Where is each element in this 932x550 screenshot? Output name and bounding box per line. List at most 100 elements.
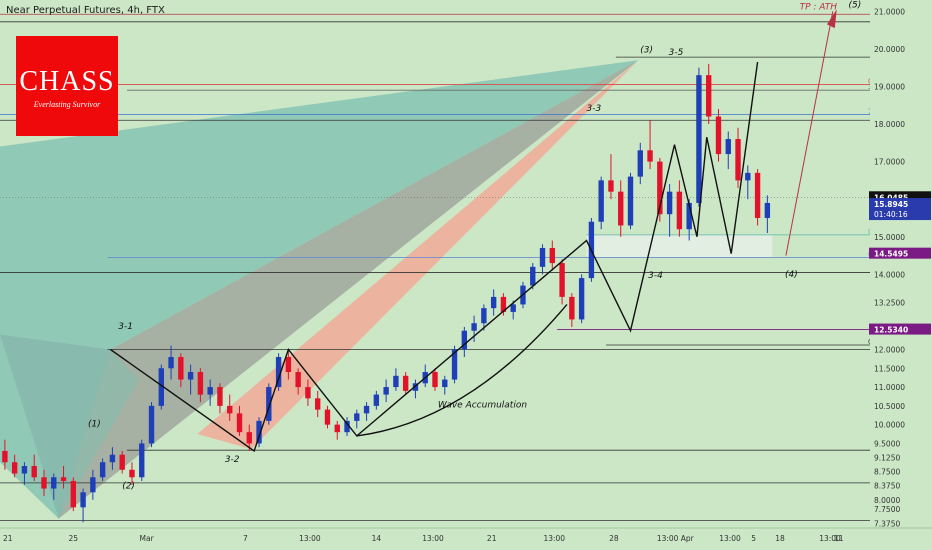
candle-body xyxy=(393,375,399,388)
candle-body xyxy=(598,180,604,222)
candle-body xyxy=(305,387,311,399)
harmonic-triangle-teal xyxy=(0,60,639,519)
candle-body xyxy=(60,477,67,482)
price-tick-label: 7.7500 xyxy=(874,505,900,514)
candle-body xyxy=(715,116,722,155)
candle-body xyxy=(21,465,28,474)
candle-body xyxy=(745,172,751,181)
wave-label: (1) xyxy=(88,420,101,430)
candle-body xyxy=(725,139,731,155)
price-tick-label: 8.7500 xyxy=(874,468,900,477)
candle-body xyxy=(197,372,204,395)
logo-brand-text: CHASS xyxy=(19,66,115,97)
candle-body xyxy=(432,372,438,388)
candle-body xyxy=(168,357,174,369)
candle-body xyxy=(373,394,380,406)
candle-body xyxy=(637,150,643,177)
price-tick-label: 10.5000 xyxy=(874,402,905,411)
candle-body xyxy=(461,330,468,350)
candle-body xyxy=(647,150,653,162)
candle-body xyxy=(11,462,18,474)
candle-body xyxy=(412,383,419,391)
candle-body xyxy=(80,492,86,508)
time-tick-label: Apr xyxy=(681,534,695,543)
wave-label: 3-3 xyxy=(587,104,602,114)
time-tick-label: 21 xyxy=(487,534,497,543)
candle-body xyxy=(696,75,702,203)
candle-body xyxy=(354,413,360,421)
price-tick-label: 17.0000 xyxy=(874,158,905,167)
candle-body xyxy=(158,368,164,406)
candle-body xyxy=(266,387,272,421)
candle-body xyxy=(569,296,575,320)
projection-arrow-line xyxy=(785,11,834,256)
price-tag-label: 16.0485 xyxy=(874,193,908,202)
time-tick-label-future: 13:00 xyxy=(719,534,741,543)
candle-body xyxy=(686,202,692,230)
candle-body xyxy=(119,454,125,470)
price-tag xyxy=(869,191,931,203)
candle-body xyxy=(70,481,77,508)
candle-body xyxy=(129,469,135,478)
price-tick-label: 13.2500 xyxy=(874,299,905,308)
candle-body xyxy=(275,357,282,388)
candle-body xyxy=(217,387,223,406)
chart-title: Near Perpetual Futures, 4h, FTX xyxy=(6,5,165,16)
candle-body xyxy=(148,405,155,444)
time-tick-label: 13:00 xyxy=(422,534,444,543)
time-tick-label: 14 xyxy=(372,534,382,543)
candle-body xyxy=(383,387,389,395)
candle-body xyxy=(295,372,301,388)
price-tick-label: 12.0000 xyxy=(874,345,905,354)
harmonic-triangle-lower xyxy=(58,349,139,519)
candle-body xyxy=(764,202,771,218)
price-tag-countdown: 01:40:16 xyxy=(874,210,908,219)
candle-body xyxy=(549,248,555,264)
candle-body xyxy=(608,180,614,192)
candle-body xyxy=(618,191,624,226)
price-tick-label: 11.0000 xyxy=(874,383,905,392)
candle-body xyxy=(285,357,292,373)
candle-body xyxy=(139,443,145,478)
wave-label: Wave Accumulation xyxy=(438,401,527,411)
time-tick-label: 28 xyxy=(609,534,619,543)
price-tick-label: 20.0000 xyxy=(874,45,905,54)
time-tick-label: 5 xyxy=(751,534,756,543)
candle-body xyxy=(539,248,546,267)
candle-body xyxy=(324,409,331,425)
wave-label: (2) xyxy=(122,482,135,492)
candle-body xyxy=(31,465,37,478)
candle-body xyxy=(99,462,106,478)
wave-label: (3) xyxy=(640,46,653,56)
candle-body xyxy=(363,405,370,414)
candle-body xyxy=(490,296,497,309)
price-tag xyxy=(869,323,931,335)
time-tick-label: 13:00 xyxy=(543,534,565,543)
candle-body xyxy=(442,379,448,388)
candle-body xyxy=(500,296,507,312)
candle-body xyxy=(754,172,761,218)
candle-body xyxy=(735,139,741,181)
price-axis-bg xyxy=(870,0,932,528)
price-tick-label: 8.0000 xyxy=(874,496,900,505)
candle-body xyxy=(51,477,57,489)
candle-body xyxy=(344,420,350,433)
time-tick-label: 13:00 xyxy=(657,534,679,543)
candle-body xyxy=(178,357,184,380)
price-tick-label: 10.0000 xyxy=(874,421,905,430)
candle-body xyxy=(315,398,321,410)
accumulation-curve xyxy=(356,303,568,437)
candle-body xyxy=(187,372,194,380)
candle-body xyxy=(559,263,565,297)
candle-body xyxy=(510,304,516,312)
candle-body xyxy=(90,477,96,493)
time-tick-label-future: 18 xyxy=(775,534,785,543)
wave-label: 3-5 xyxy=(669,48,684,58)
harmonic-triangle-salmon xyxy=(197,60,639,450)
candle-body xyxy=(451,349,458,380)
time-tick-label: 11 xyxy=(834,534,844,543)
candle-body xyxy=(578,278,585,320)
price-tick-label: 14.0000 xyxy=(874,270,905,279)
